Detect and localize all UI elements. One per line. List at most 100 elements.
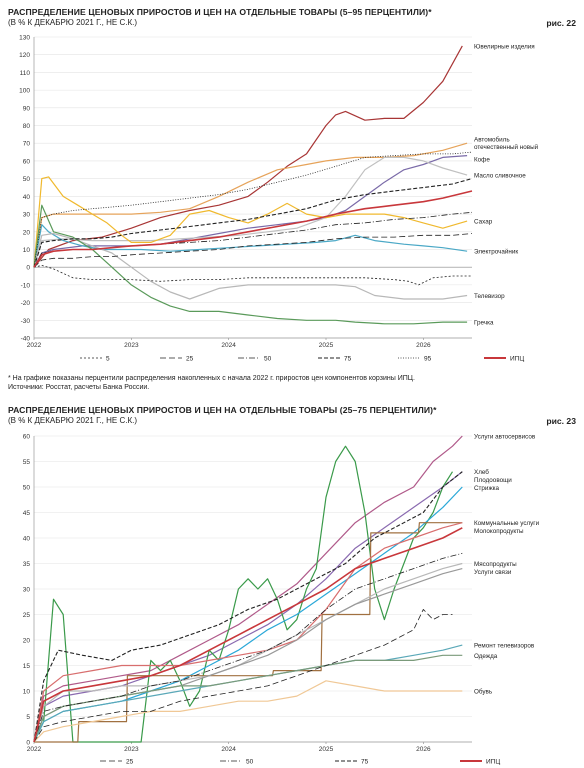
chart2-ytick-label: 50 — [23, 485, 31, 492]
chart1-ytick-label: -40 — [21, 336, 31, 343]
chart2-ytick-label: 25 — [23, 612, 31, 619]
chart1-ytick-label: 50 — [23, 176, 31, 183]
chart2-ytick-label: 15 — [23, 663, 31, 670]
chart2-ytick-label: 5 — [26, 714, 30, 721]
chart1-legend-label-5: ИПЦ — [510, 356, 524, 363]
chart2-xtick-label: 2024 — [221, 746, 236, 753]
chart2-xtick-label: 2026 — [416, 746, 431, 753]
chart1-series-line-3 — [33, 178, 473, 268]
sources-note: Источники: Росстат, расчеты Банка России… — [8, 384, 150, 391]
chart2-item-line-1 — [33, 471, 463, 743]
chart1-item-label-7: Гречка — [474, 320, 494, 327]
chart1-item-label-6: Телевизор — [474, 293, 505, 300]
chart2-ytick-label: 10 — [23, 689, 31, 696]
chart2-series-line-1 — [33, 552, 463, 743]
chart2-item-line-5 — [33, 522, 463, 743]
chart2-item-label-6: Мясопродукты — [474, 561, 517, 568]
chart2-item-label-2: Плодоовощи — [474, 477, 512, 484]
chart1-ytick-label: -10 — [21, 282, 31, 289]
chart1-legend-label-1: 25 — [186, 356, 194, 363]
chart1-ytick-label: 60 — [23, 158, 31, 165]
chart1-ytick-label: 10 — [23, 247, 31, 254]
chart2-legend-label-3: ИПЦ — [486, 759, 500, 766]
chart2-item-label-8: Ремонт телевизоров — [474, 643, 535, 650]
chart1-item-line-7 — [33, 204, 468, 325]
chart2-ytick-label: 30 — [23, 587, 31, 594]
chart1-plot: -40 -30 -20 -10 0 10 20 30 40 50 60 70 80 90 100 110 120… — [19, 35, 539, 363]
chart2-xtick-label: 2023 — [124, 746, 139, 753]
chart2-ytick-label: 35 — [23, 561, 31, 568]
chart2-ytick-label: 55 — [23, 459, 31, 466]
chart1-ytick-label: 130 — [19, 35, 30, 42]
footnote: * На графике показаны перцентили распред… — [8, 375, 415, 382]
chart1-ytick-label: 110 — [20, 70, 31, 77]
chart1-item-label-0: Ювелирные изделия — [474, 43, 535, 50]
chart1-title: РАСПРЕДЕЛЕНИЕ ЦЕНОВЫХ ПРИРОСТОВ И ЦЕН НА… — [8, 7, 432, 17]
chart2-legend-label-1: 50 — [246, 759, 254, 766]
chart2-legend-label-2: 75 — [361, 759, 369, 766]
chart1-ytick-label: 0 — [26, 265, 30, 272]
chart1-item-label-4: Сахар — [474, 219, 493, 226]
chart1-item-line-0 — [33, 45, 463, 268]
chart2-xtick-label: 2025 — [319, 746, 334, 753]
chart1-ytick-label: 80 — [23, 123, 31, 130]
chart2-item-label-9: Одежда — [474, 653, 498, 660]
chart2-item-line-4 — [34, 522, 463, 743]
chart1-xtick-label: 2026 — [416, 342, 431, 349]
chart1-item-label-5: Электрочайник — [474, 248, 518, 256]
chart1-ytick-label: 90 — [23, 105, 31, 112]
chart1-item-line-4 — [33, 176, 468, 268]
chart1-ytick-label: -20 — [21, 300, 31, 307]
chart1-item-label-1: Автомобиль отечественный новый — [474, 136, 539, 152]
chart1-ytick-label: 100 — [19, 88, 30, 95]
chart2-item-line-10 — [33, 680, 463, 743]
chart1-xtick-label: 2022 — [27, 342, 42, 349]
chart2-series-line-0 — [33, 608, 453, 743]
chart1-item-line-3 — [33, 156, 468, 268]
chart2-subtitle: (В % К ДЕКАБРЮ 2021 Г., НЕ С.К.) — [8, 416, 138, 425]
chart1-ytick-label: 40 — [23, 194, 31, 201]
chart2-ytick-label: 60 — [23, 434, 31, 441]
chart2-item-label-10: Обувь — [474, 688, 493, 696]
chart2-item-line-9 — [33, 654, 463, 743]
chart1-legend-label-4: 95 — [424, 356, 432, 363]
chart2-ytick-label: 0 — [26, 740, 30, 747]
chart2-item-line-8 — [33, 644, 463, 743]
chart2-item-line-2 — [33, 445, 454, 743]
chart2-ytick-label: 45 — [23, 510, 31, 517]
chart2-item-line-0 — [33, 435, 463, 743]
chart2-item-label-1: Хлеб — [474, 468, 489, 476]
chart1-xtick-label: 2024 — [221, 342, 236, 349]
chart2-item-label-5: Молокопродукты — [474, 528, 524, 535]
chart2-item-label-4: Коммунальные услуги — [474, 520, 540, 527]
chart1-item-label-2: Кофе — [474, 157, 490, 164]
chart1-item-line-5 — [33, 224, 468, 268]
chart2-item-label-3: Стрижка — [474, 485, 500, 492]
chart1-legend-label-0: 5 — [106, 356, 110, 363]
chart1-ytick-label: 20 — [23, 229, 31, 236]
chart2-item-label-0: Услуги автосервисов — [474, 434, 536, 441]
chart2-xtick-label: 2022 — [27, 746, 42, 753]
chart1-ytick-label: 120 — [19, 52, 30, 59]
chart1-ytick-label: -30 — [21, 318, 31, 325]
chart2-ytick-label: 20 — [23, 638, 31, 645]
chart1-xtick-label: 2025 — [319, 342, 334, 349]
chart1-item-line-2 — [33, 155, 468, 268]
chart2-series-line-2 — [33, 471, 463, 743]
chart1-xtick-label: 2023 — [124, 342, 139, 349]
chart2-item-line-7 — [33, 568, 463, 743]
chart1-item-label-3: Масло сливочное — [474, 173, 526, 180]
chart2-legend-label-0: 25 — [126, 759, 134, 766]
chart1-subtitle: (В % К ДЕКАБРЮ 2021 Г., НЕ С.К.) — [8, 18, 138, 27]
chart1-series-line-0 — [33, 264, 472, 286]
chart1-series-line-5 — [33, 190, 473, 268]
chart1-legend-label-2: 50 — [264, 356, 272, 363]
chart1-figure-label: рис. 22 — [546, 18, 576, 28]
chart1-legend-label-3: 75 — [344, 356, 352, 363]
chart1-item-line-6 — [33, 232, 468, 300]
chart2-figure-label: рис. 23 — [546, 416, 576, 426]
chart2-item-label-7: Услуги связи — [474, 569, 512, 576]
chart2-title: РАСПРЕДЕЛЕНИЕ ЦЕНОВЫХ ПРИРОСТОВ И ЦЕН НА… — [8, 405, 437, 415]
chart1-ytick-label: 70 — [23, 141, 31, 148]
